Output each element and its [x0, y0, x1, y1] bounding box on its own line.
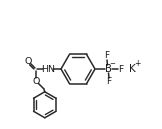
Text: −: − [109, 62, 115, 67]
Text: F: F [104, 51, 110, 61]
Text: F: F [106, 78, 112, 87]
Text: K: K [129, 64, 135, 74]
Text: +: + [134, 59, 140, 68]
Text: HN: HN [41, 64, 55, 74]
Text: O: O [24, 57, 32, 66]
Text: O: O [32, 76, 40, 86]
Text: F: F [118, 64, 124, 74]
Text: B: B [104, 64, 111, 74]
